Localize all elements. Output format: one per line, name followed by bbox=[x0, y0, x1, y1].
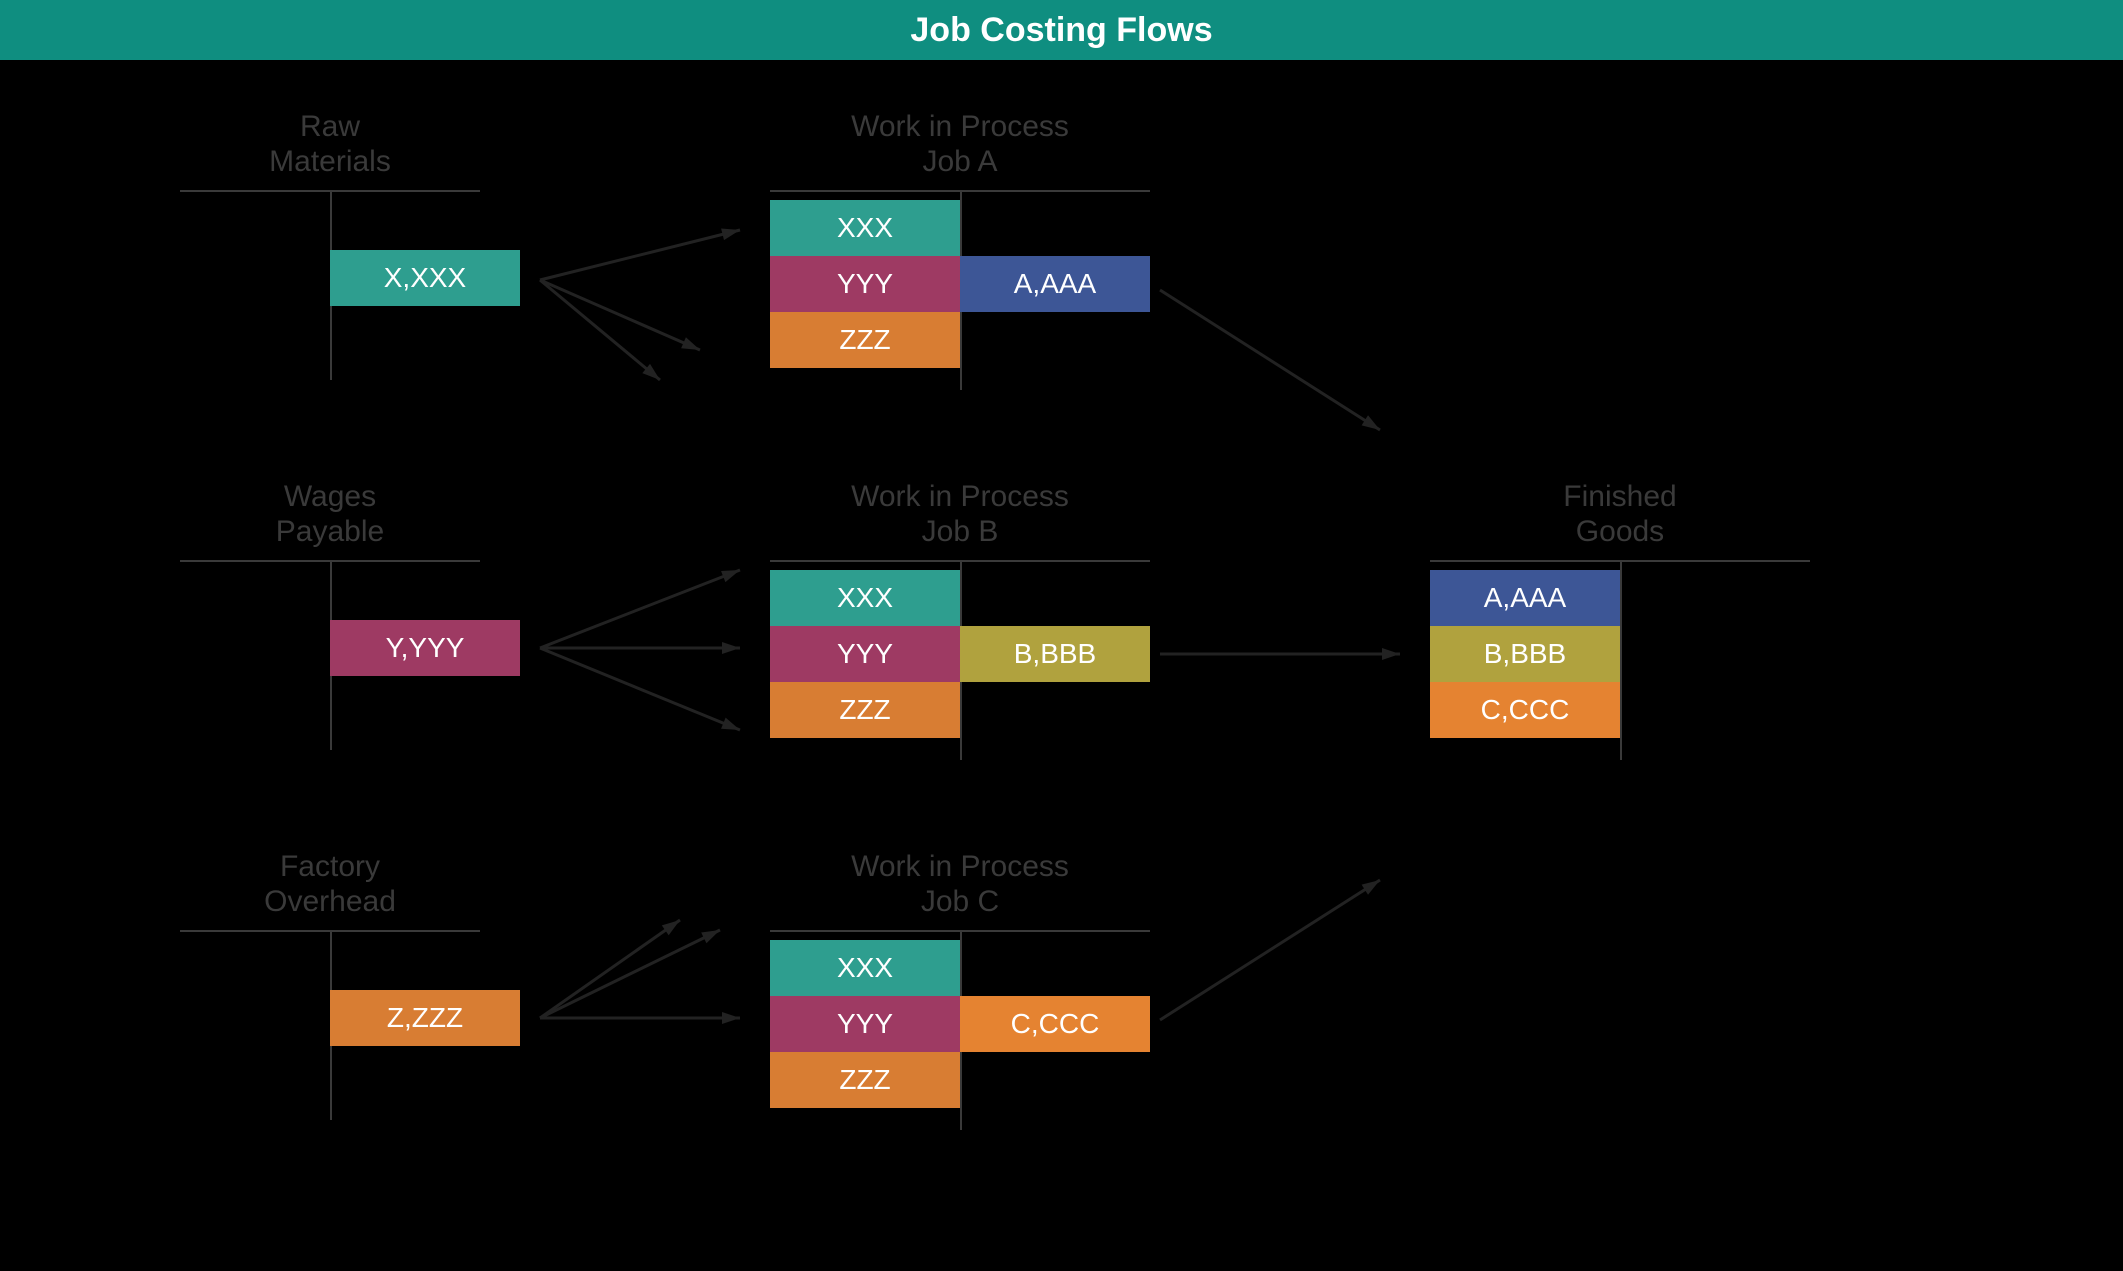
wip_a-debits-cell: XXX bbox=[770, 200, 960, 256]
raw_materials-credits-cell: X,XXX bbox=[330, 250, 520, 306]
wip_a-title-line: Work in Process bbox=[770, 110, 1150, 145]
flow-arrow-head bbox=[1362, 880, 1380, 895]
wip_a-debits-cell: ZZZ bbox=[770, 312, 960, 368]
wip_b-debits-cell: XXX bbox=[770, 570, 960, 626]
flow-arrow-line bbox=[540, 280, 660, 380]
factory_overhead-title-line: Overhead bbox=[200, 885, 460, 920]
wages_payable-title-line: Wages bbox=[200, 480, 460, 515]
wip_b-credits-cell: B,BBB bbox=[960, 626, 1150, 682]
flow-arrow-line bbox=[540, 930, 720, 1018]
wip_b-title: Work in ProcessJob B bbox=[770, 480, 1150, 549]
flow-arrow-head bbox=[721, 229, 740, 241]
wip_c-title: Work in ProcessJob C bbox=[770, 850, 1150, 919]
wip_a-title: Work in ProcessJob A bbox=[770, 110, 1150, 179]
raw_materials-title-line: Raw bbox=[200, 110, 460, 145]
flow-arrow-line bbox=[540, 648, 740, 730]
flow-arrow-head bbox=[1362, 415, 1380, 430]
wip_b-title-line: Work in Process bbox=[770, 480, 1150, 515]
diagram-stage: Job Costing Flows RawMaterials X,XXX Wages… bbox=[0, 0, 2123, 1271]
finished_goods-rule-mid bbox=[1620, 560, 1622, 760]
wip_b-debits-cell: ZZZ bbox=[770, 682, 960, 738]
flow-arrow-head bbox=[642, 364, 660, 380]
finished_goods-title-line: Goods bbox=[1430, 515, 1810, 550]
wip_a-title-line: Job A bbox=[770, 145, 1150, 180]
flow-arrow-head bbox=[662, 920, 680, 935]
flow-arrow-line bbox=[540, 570, 740, 648]
finished_goods-debits-cell: A,AAA bbox=[1430, 570, 1620, 626]
wages_payable-credits-cell: Y,YYY bbox=[330, 620, 520, 676]
flow-arrow-line bbox=[1160, 290, 1380, 430]
finished_goods-debits-cell: B,BBB bbox=[1430, 626, 1620, 682]
wip_c-title-line: Work in Process bbox=[770, 850, 1150, 885]
flow-arrow-head bbox=[701, 930, 720, 943]
page-title: Job Costing Flows bbox=[910, 11, 1212, 50]
flow-arrow-head bbox=[681, 337, 700, 350]
wip_b-title-line: Job B bbox=[770, 515, 1150, 550]
flow-arrow-line bbox=[1160, 880, 1380, 1020]
flow-arrow-head bbox=[722, 1012, 740, 1024]
finished_goods-title-line: Finished bbox=[1430, 480, 1810, 515]
wages_payable-title: WagesPayable bbox=[200, 480, 460, 549]
factory_overhead-title-line: Factory bbox=[200, 850, 460, 885]
wip_a-debits-cell: YYY bbox=[770, 256, 960, 312]
factory_overhead-credits-cell: Z,ZZZ bbox=[330, 990, 520, 1046]
wip_c-debits-cell: XXX bbox=[770, 940, 960, 996]
flow-arrow-head bbox=[721, 570, 740, 582]
flow-arrow-head bbox=[721, 718, 740, 730]
raw_materials-title: RawMaterials bbox=[200, 110, 460, 179]
raw_materials-title-line: Materials bbox=[200, 145, 460, 180]
page-title-bar: Job Costing Flows bbox=[0, 0, 2123, 60]
flow-arrow-head bbox=[722, 642, 740, 654]
wip_c-debits-cell: YYY bbox=[770, 996, 960, 1052]
wip_c-title-line: Job C bbox=[770, 885, 1150, 920]
wip_c-debits-cell: ZZZ bbox=[770, 1052, 960, 1108]
finished_goods-title: FinishedGoods bbox=[1430, 480, 1810, 549]
finished_goods-debits-cell: C,CCC bbox=[1430, 682, 1620, 738]
factory_overhead-title: FactoryOverhead bbox=[200, 850, 460, 919]
flow-arrow-line bbox=[540, 920, 680, 1018]
wip_a-credits-cell: A,AAA bbox=[960, 256, 1150, 312]
flow-arrow-line bbox=[540, 230, 740, 280]
flow-arrow-line bbox=[540, 280, 700, 350]
flow-arrow-head bbox=[1382, 648, 1400, 660]
wip_b-debits-cell: YYY bbox=[770, 626, 960, 682]
wages_payable-title-line: Payable bbox=[200, 515, 460, 550]
wip_c-credits-cell: C,CCC bbox=[960, 996, 1150, 1052]
